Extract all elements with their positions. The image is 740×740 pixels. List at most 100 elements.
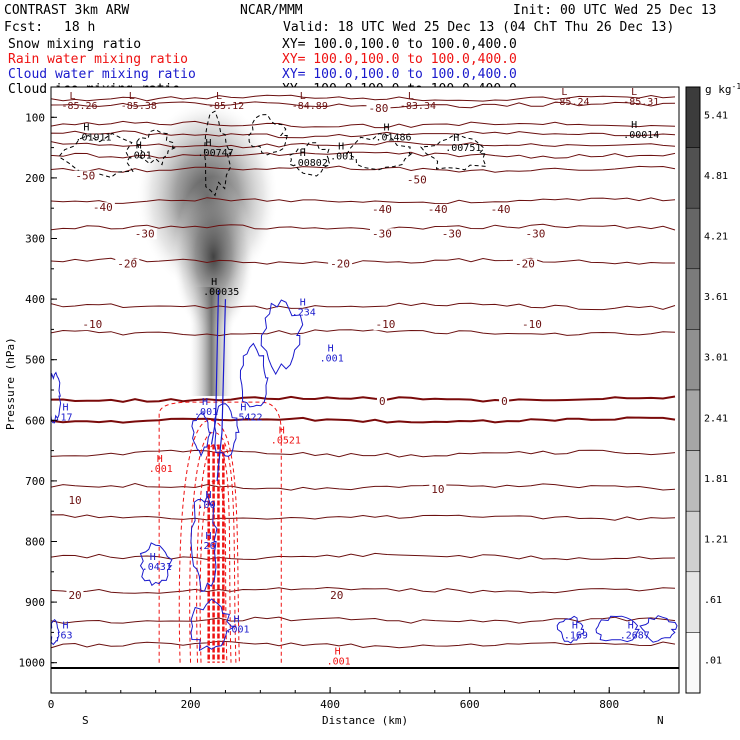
x-axis-label: Distance (km) — [322, 714, 408, 727]
extremum-type: H — [631, 120, 637, 131]
extremum-value: .001 — [330, 152, 354, 163]
extremum-value: .26 — [198, 541, 216, 552]
extremum-type: L — [631, 87, 637, 98]
rain-contour-outer — [158, 401, 282, 663]
colorbar-swatch — [685, 389, 701, 451]
colorbar-level: 2.41 — [704, 413, 728, 424]
extremum-value: .2687 — [620, 630, 650, 641]
extremum-type: L — [408, 91, 414, 102]
isotherm-line — [51, 130, 676, 139]
extremum-value: .00802 — [292, 158, 328, 169]
temp-label: -40 — [372, 203, 392, 216]
colorbar-swatch — [685, 207, 701, 270]
temp-label: -40 — [93, 201, 113, 214]
extremum-value: -85.24 — [553, 97, 589, 108]
extremum-value: .01911 — [75, 132, 111, 143]
y-tick-label: 300 — [25, 233, 45, 246]
temp-label: -40 — [428, 203, 448, 216]
colorbar-level: 4.81 — [704, 171, 728, 182]
extremum-value: .17 — [54, 412, 72, 423]
endpoint-right: N — [657, 714, 664, 727]
colorbar-swatch — [685, 450, 701, 512]
snow-contour — [248, 114, 288, 156]
colorbar-swatch — [685, 510, 701, 573]
extremum-value: .234 — [292, 307, 316, 318]
extremum-value: .00 — [198, 500, 216, 511]
temp-label: -30 — [372, 227, 392, 240]
isotherm-line — [51, 223, 676, 231]
x-tick-label: 0 — [48, 698, 55, 711]
colorbar-swatch — [685, 86, 701, 148]
temp-label-bg — [376, 396, 387, 408]
snow-contour — [58, 132, 134, 182]
temp-label-bg — [499, 396, 510, 408]
legend-label: Cloud water mixing ratio — [8, 67, 196, 82]
extremum-type: H — [202, 397, 208, 408]
x-axis: 0 200 400 600 800 — [48, 687, 645, 711]
snow-contour — [135, 129, 176, 166]
temp-label-bg — [488, 204, 513, 216]
temp-label-bg — [73, 170, 98, 182]
legend-xy: XY= 100.0,100.0 to 100.0,400.0 — [282, 52, 517, 67]
rain-contours — [158, 401, 282, 663]
temp-label-bg — [523, 228, 548, 240]
y-tick-label: 800 — [25, 536, 45, 549]
cloud-water-contour — [191, 412, 212, 458]
colorbar-level: 5.41 — [704, 110, 728, 121]
extremum-value: .0521 — [271, 435, 301, 446]
isotherm-line — [51, 120, 676, 129]
extremum-value: .00747 — [198, 148, 234, 159]
temp-label: 10 — [68, 494, 81, 507]
extremum-type: L — [561, 87, 567, 98]
cloud-water-contours — [51, 289, 678, 652]
colorbar-level: 3.61 — [704, 292, 728, 303]
temp-label-bg — [66, 590, 84, 602]
isotherm-line — [51, 586, 676, 594]
cloud-water-contour — [595, 615, 640, 643]
cloud-water-contour — [260, 299, 304, 376]
temp-label-bg — [66, 494, 84, 506]
cloud-water-line — [210, 289, 220, 445]
extremum-type: H — [211, 277, 217, 288]
extremum-value: .001 — [194, 407, 218, 418]
extremum-value: -85.31 — [623, 97, 659, 108]
snow-contours — [58, 110, 487, 197]
extremum-type: H — [136, 141, 142, 152]
colorbar-level: .01 — [704, 656, 722, 667]
y-tick-label: 600 — [25, 414, 45, 427]
isotherm-line — [51, 395, 676, 403]
temp-label-bg — [369, 204, 394, 216]
legend-xy: XY= 100.0,100.0 to 100.0,400.0 — [282, 37, 517, 52]
colorbar-swatch — [685, 268, 701, 330]
extremum-value: .001 — [128, 151, 152, 162]
extremum-type: H — [150, 552, 156, 563]
isotherm-line — [51, 449, 676, 458]
cloud-water-contour — [556, 615, 585, 644]
extremum-value: .01486 — [375, 132, 411, 143]
y-tick-label: 1000 — [19, 657, 46, 670]
temp-label: -20 — [117, 258, 137, 271]
y-tick-label: 200 — [25, 172, 45, 185]
temp-label: 0 — [379, 395, 386, 408]
y-tick-label: 900 — [25, 596, 45, 609]
extremum-type: H — [206, 490, 212, 501]
extremum-type: H — [328, 344, 334, 355]
extremum-value: -84.89 — [292, 101, 328, 112]
y-tick-label: 400 — [25, 293, 45, 306]
temp-label-bg — [373, 319, 398, 331]
init-time: Init: 00 UTC Wed 25 Dec 13 — [513, 3, 717, 18]
extremum-type: H — [279, 425, 285, 436]
temp-label-bg — [115, 258, 140, 270]
extremum-value: .5422 — [232, 412, 262, 423]
y-tick-label: 100 — [25, 111, 45, 124]
fcst-value: 18 h — [64, 20, 95, 35]
temp-label-bg — [132, 228, 157, 240]
endpoint-left: S — [82, 714, 89, 727]
plume-stem — [189, 286, 234, 397]
extremum-value: .63 — [54, 630, 72, 641]
extremum-value: .00014 — [623, 130, 659, 141]
temp-label: 20 — [330, 589, 343, 602]
temp-label: -20 — [515, 258, 535, 271]
extremum-value: .169 — [564, 630, 588, 641]
extremum-type: H — [157, 454, 163, 465]
